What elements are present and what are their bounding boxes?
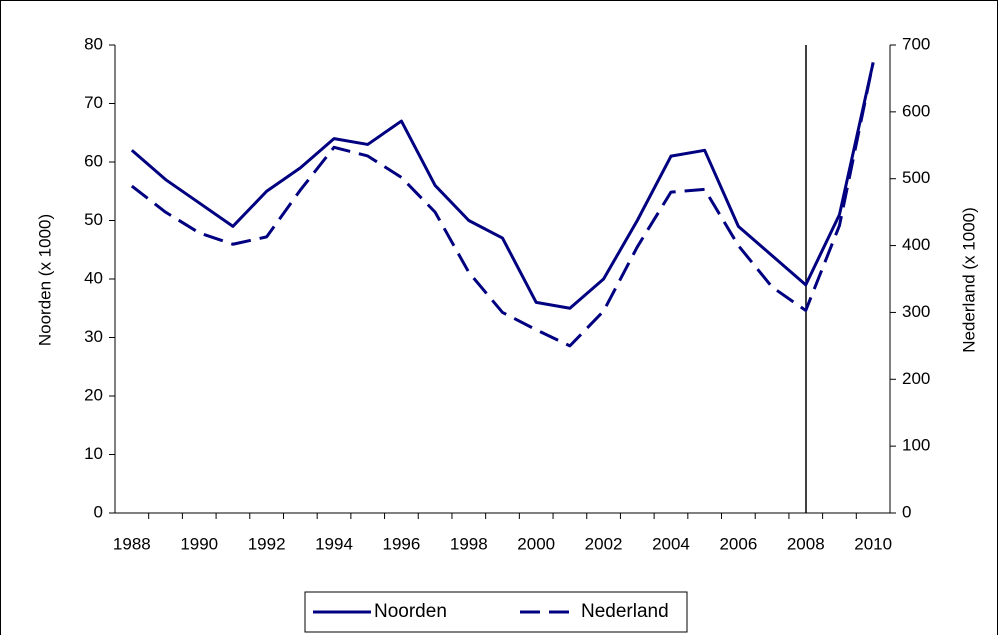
y2-tick-label: 100 bbox=[902, 436, 930, 455]
data-line bbox=[130, 62, 875, 310]
y-tick-label: 60 bbox=[84, 151, 103, 170]
y2-tick-label: 0 bbox=[902, 502, 911, 521]
x-tick-label: 1994 bbox=[315, 534, 353, 553]
y-tick-label: 80 bbox=[84, 34, 103, 53]
y-axis-label: Noorden (x 1000) bbox=[35, 214, 54, 346]
data-line bbox=[130, 62, 875, 348]
x-tick-label: 1992 bbox=[248, 534, 286, 553]
y2-tick-label: 300 bbox=[902, 302, 930, 321]
y2-tick-label: 200 bbox=[902, 369, 930, 388]
x-tick-label: 1996 bbox=[382, 534, 420, 553]
y2-tick-label: 400 bbox=[902, 235, 930, 254]
y2-tick-label: 700 bbox=[902, 34, 930, 53]
x-tick-label: 2008 bbox=[787, 534, 825, 553]
y2-tick-label: 600 bbox=[902, 101, 930, 120]
y-tick-label: 50 bbox=[84, 210, 103, 229]
y-tick-label: 70 bbox=[84, 93, 103, 112]
y2-axis-label: Nederland (x 1000) bbox=[959, 207, 978, 353]
y-tick-label: 20 bbox=[84, 385, 103, 404]
legend-label: Noorden bbox=[374, 601, 447, 622]
x-tick-label: 1988 bbox=[113, 534, 151, 553]
y-tick-label: 10 bbox=[84, 444, 103, 463]
x-tick-label: 2006 bbox=[719, 534, 757, 553]
y-tick-label: 40 bbox=[84, 268, 103, 287]
x-tick-label: 2002 bbox=[585, 534, 623, 553]
x-tick-label: 2000 bbox=[517, 534, 555, 553]
x-tick-label: 2004 bbox=[652, 534, 690, 553]
legend-label: Nederland bbox=[581, 601, 669, 622]
y2-tick-label: 500 bbox=[902, 168, 930, 187]
x-tick-label: 2010 bbox=[854, 534, 892, 553]
y-tick-label: 0 bbox=[94, 502, 103, 521]
y-tick-label: 30 bbox=[84, 327, 103, 346]
x-tick-label: 1998 bbox=[450, 534, 488, 553]
x-tick-label: 1990 bbox=[180, 534, 218, 553]
